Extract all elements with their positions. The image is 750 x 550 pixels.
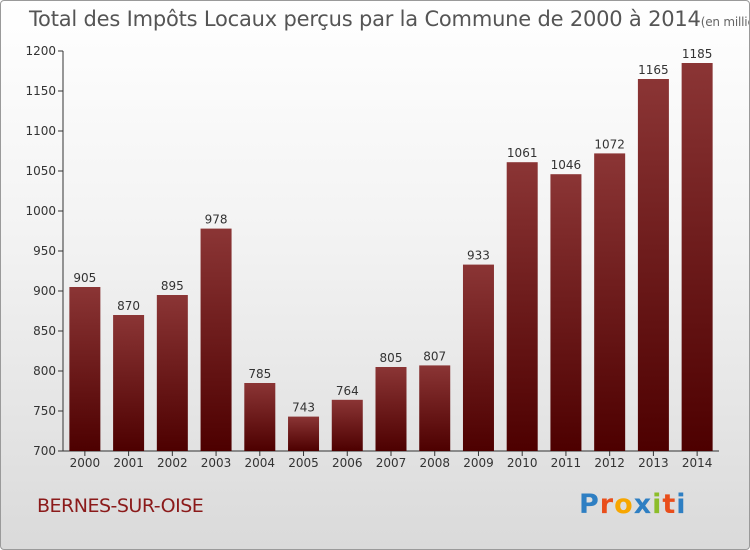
x-tick-label: 2004 — [245, 456, 276, 470]
y-tick-label: 1050 — [25, 164, 56, 178]
logo-letter: t — [662, 489, 677, 520]
bar-2002 — [156, 295, 188, 451]
x-tick-label: 2009 — [463, 456, 494, 470]
bar-2003 — [200, 228, 232, 451]
commune-name: BERNES-SUR-OISE — [37, 495, 204, 517]
bars — [69, 63, 713, 451]
y-tick-label: 700 — [33, 444, 56, 458]
data-label: 1165 — [638, 63, 669, 77]
logo-letter: x — [633, 489, 653, 520]
data-label: 743 — [292, 401, 315, 415]
data-label: 870 — [117, 299, 140, 313]
x-tick-label: 2001 — [113, 456, 144, 470]
x-tick-label: 2002 — [157, 456, 188, 470]
data-label: 905 — [73, 271, 96, 285]
chart-title: Total des Impôts Locaux perçus par la Co… — [29, 7, 749, 31]
bar-2006 — [331, 399, 363, 451]
y-tick-label: 800 — [33, 364, 56, 378]
data-label: 1061 — [507, 146, 538, 160]
data-label: 1046 — [551, 158, 582, 172]
data-labels: 905 870 895 978 785 743 764 805 807 933 1061 1046 10… — [73, 47, 712, 415]
logo-letter: i — [652, 489, 663, 520]
x-tick-label: 2006 — [332, 456, 363, 470]
unit-label: (en milliers d'€) — [700, 15, 749, 29]
bar-2011 — [550, 174, 582, 451]
bar-2012 — [594, 153, 626, 451]
data-label: 785 — [248, 367, 271, 381]
data-label: 933 — [467, 249, 490, 263]
bar-2014 — [681, 63, 713, 451]
bar-2000 — [69, 287, 101, 451]
data-label: 895 — [161, 279, 184, 293]
x-tick-label: 2014 — [682, 456, 713, 470]
bar-2004 — [244, 383, 276, 451]
x-tick-label: 2000 — [70, 456, 101, 470]
axes: 700 750 800 850 900 950 1000 1050 1100 1150 1200 20… — [25, 44, 719, 470]
y-tick-label: 750 — [33, 404, 56, 418]
bar-2007 — [375, 367, 407, 451]
y-tick-label: 1150 — [25, 84, 56, 98]
x-tick-label: 2003 — [201, 456, 232, 470]
y-tick-label: 850 — [33, 324, 56, 338]
y-tick-label: 1100 — [25, 124, 56, 138]
bar-2010 — [506, 162, 538, 451]
x-tick-label: 2008 — [419, 456, 450, 470]
y-tick-label: 950 — [33, 244, 56, 258]
x-tick-label: 2010 — [507, 456, 538, 470]
y-tick-label: 900 — [33, 284, 56, 298]
y-tick-label: 1000 — [25, 204, 56, 218]
data-label: 978 — [205, 213, 228, 227]
data-label: 807 — [423, 349, 446, 363]
bar-2001 — [113, 315, 145, 451]
bar-2009 — [462, 264, 494, 451]
x-tick-label: 2007 — [376, 456, 407, 470]
y-tick-label: 1200 — [25, 44, 56, 58]
data-label: 1185 — [682, 47, 713, 61]
x-tick-label: 2012 — [594, 456, 625, 470]
bar-2005 — [288, 416, 320, 451]
logo-letter: i — [676, 489, 687, 520]
logo-letter: r — [599, 489, 615, 520]
x-tick-label: 2013 — [638, 456, 669, 470]
bar-2013 — [637, 79, 669, 451]
data-label: 805 — [380, 351, 403, 365]
logo-letter: o — [614, 489, 634, 520]
x-tick-label: 2011 — [551, 456, 582, 470]
logo-letter: P — [579, 489, 600, 520]
data-label: 1072 — [594, 137, 625, 151]
chart-title-text: Total des Impôts Locaux perçus par la Co… — [29, 7, 701, 31]
proxiti-logo[interactable]: Proxiti — [579, 489, 687, 520]
x-tick-label: 2005 — [288, 456, 319, 470]
bar-2008 — [419, 365, 451, 451]
data-label: 764 — [336, 384, 359, 398]
